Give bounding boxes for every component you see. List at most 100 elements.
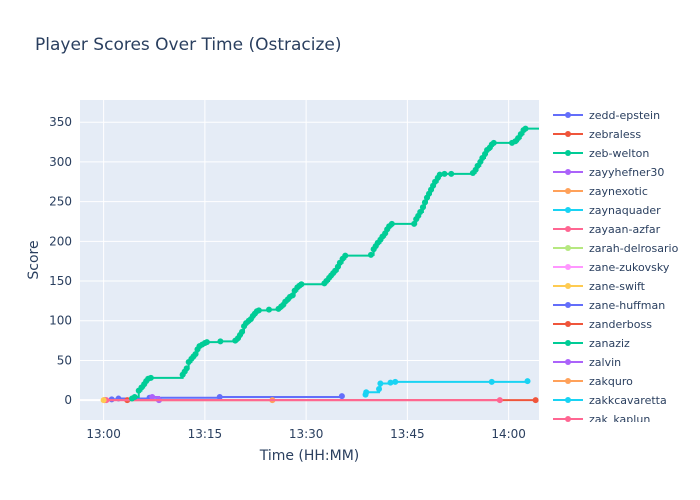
legend-label: zane-zukovsky [589, 261, 670, 274]
legend-swatch-marker [565, 283, 571, 289]
legend-item[interactable]: zakkcavaretta [553, 394, 667, 407]
data-point [367, 251, 374, 258]
legend-item[interactable]: zarah-delrosario [553, 242, 679, 255]
data-point [524, 378, 531, 385]
data-point [342, 252, 349, 259]
legend-item[interactable]: zane-swift [553, 280, 646, 293]
data-point [266, 306, 272, 313]
legend-swatch-marker [565, 169, 571, 175]
legend-swatch-marker [565, 207, 571, 213]
data-point [392, 378, 399, 385]
y-tick-label: 250 [49, 195, 72, 209]
legend-swatch-marker [565, 359, 571, 365]
data-point [100, 397, 107, 404]
data-point [203, 339, 210, 346]
y-tick-label: 50 [57, 353, 72, 367]
legend-item[interactable]: zalvin [553, 356, 621, 369]
data-point [545, 121, 551, 127]
legend-item[interactable]: zane-zukovsky [553, 261, 670, 274]
legend-item[interactable]: zakquro [553, 375, 633, 388]
legend-label: zanaziz [589, 337, 630, 350]
legend-item[interactable]: zak_kaplun [553, 413, 650, 426]
y-tick-label: 150 [49, 274, 72, 288]
legend-swatch-marker [565, 340, 571, 346]
legend-label: zedd-epstein [589, 109, 660, 122]
legend-label: zarah-delrosario [589, 242, 679, 255]
data-point [490, 139, 497, 146]
data-point [522, 125, 529, 132]
data-point [488, 378, 495, 385]
data-point [448, 170, 455, 177]
data-point [298, 281, 305, 288]
data-point [388, 220, 395, 227]
data-point [338, 393, 345, 400]
data-point [147, 374, 154, 381]
data-point [441, 170, 448, 177]
data-point [149, 393, 156, 400]
legend[interactable]: zedd-epstein zebraless zeb-welton zayyhefne… [553, 109, 679, 426]
legend-swatch-marker [565, 131, 571, 137]
data-point [217, 338, 224, 345]
y-tick-label: 200 [49, 234, 72, 248]
legend-label: zane-huffman [589, 299, 665, 312]
legend-label: zane-swift [589, 280, 646, 293]
legend-item[interactable]: zane-huffman [553, 299, 665, 312]
data-point [547, 118, 553, 124]
legend-swatch-marker [565, 397, 571, 403]
data-point [436, 171, 443, 178]
data-point [532, 397, 539, 404]
legend-item[interactable]: zaynexotic [553, 185, 648, 198]
x-tick-label: 14:00 [491, 427, 526, 441]
legend-item[interactable]: zayaan-azfar [553, 223, 661, 236]
data-point [539, 125, 545, 131]
series-zaynaquader [362, 378, 531, 398]
y-tick-label: 0 [64, 393, 72, 407]
x-axis-title: Time (HH:MM) [259, 448, 360, 464]
legend-label: zebraless [589, 128, 641, 141]
y-axis-title: Score [26, 240, 42, 279]
y-tick-label: 300 [49, 155, 72, 169]
legend-swatch-marker [565, 245, 571, 251]
data-point [419, 204, 426, 211]
data-point [496, 397, 503, 404]
legend-label: zaynexotic [589, 185, 648, 198]
x-tick-label: 13:15 [188, 427, 223, 441]
y-tick-label: 100 [49, 314, 72, 328]
legend-label: zayyhefner30 [589, 166, 664, 179]
legend-label: zeb-welton [589, 147, 649, 160]
legend-swatch-marker [565, 378, 571, 384]
legend-item[interactable]: zebraless [553, 128, 641, 141]
legend-item[interactable]: zedd-epstein [553, 109, 660, 122]
x-tick-label: 13:00 [86, 427, 121, 441]
y-axis-ticks: 0 50 100 150 200 250 300 350 [49, 115, 72, 407]
legend-item[interactable]: zayyhefner30 [553, 166, 664, 179]
series-zane-swift [100, 397, 107, 404]
legend-label: zakquro [589, 375, 633, 388]
data-point [421, 199, 428, 206]
data-point [131, 393, 138, 400]
data-point [411, 220, 418, 227]
legend-item[interactable]: zeb-welton [553, 147, 649, 160]
data-point [417, 208, 424, 215]
data-point [239, 328, 245, 335]
data-point [387, 379, 394, 386]
legend-item[interactable]: zanderboss [553, 318, 652, 331]
data-point [216, 393, 223, 400]
legend-swatch-marker [565, 226, 571, 232]
legend-label: zanderboss [589, 318, 652, 331]
legend-item[interactable]: zanaziz [553, 337, 630, 350]
legend-label: zaynaquader [589, 204, 661, 217]
legend-swatch-marker [565, 112, 571, 118]
legend-label: zalvin [589, 356, 621, 369]
x-axis-ticks: 13:00 13:15 13:30 13:45 14:00 [86, 427, 526, 441]
series-zeb-welton [128, 118, 553, 402]
y-tick-label: 350 [49, 115, 72, 129]
legend-swatch-marker [565, 416, 571, 422]
legend-item[interactable]: zaynaquader [553, 204, 661, 217]
data-point [289, 292, 296, 299]
data-point [192, 351, 199, 358]
data-point [363, 389, 370, 396]
legend-swatch-marker [565, 150, 571, 156]
legend-swatch-marker [565, 302, 571, 308]
